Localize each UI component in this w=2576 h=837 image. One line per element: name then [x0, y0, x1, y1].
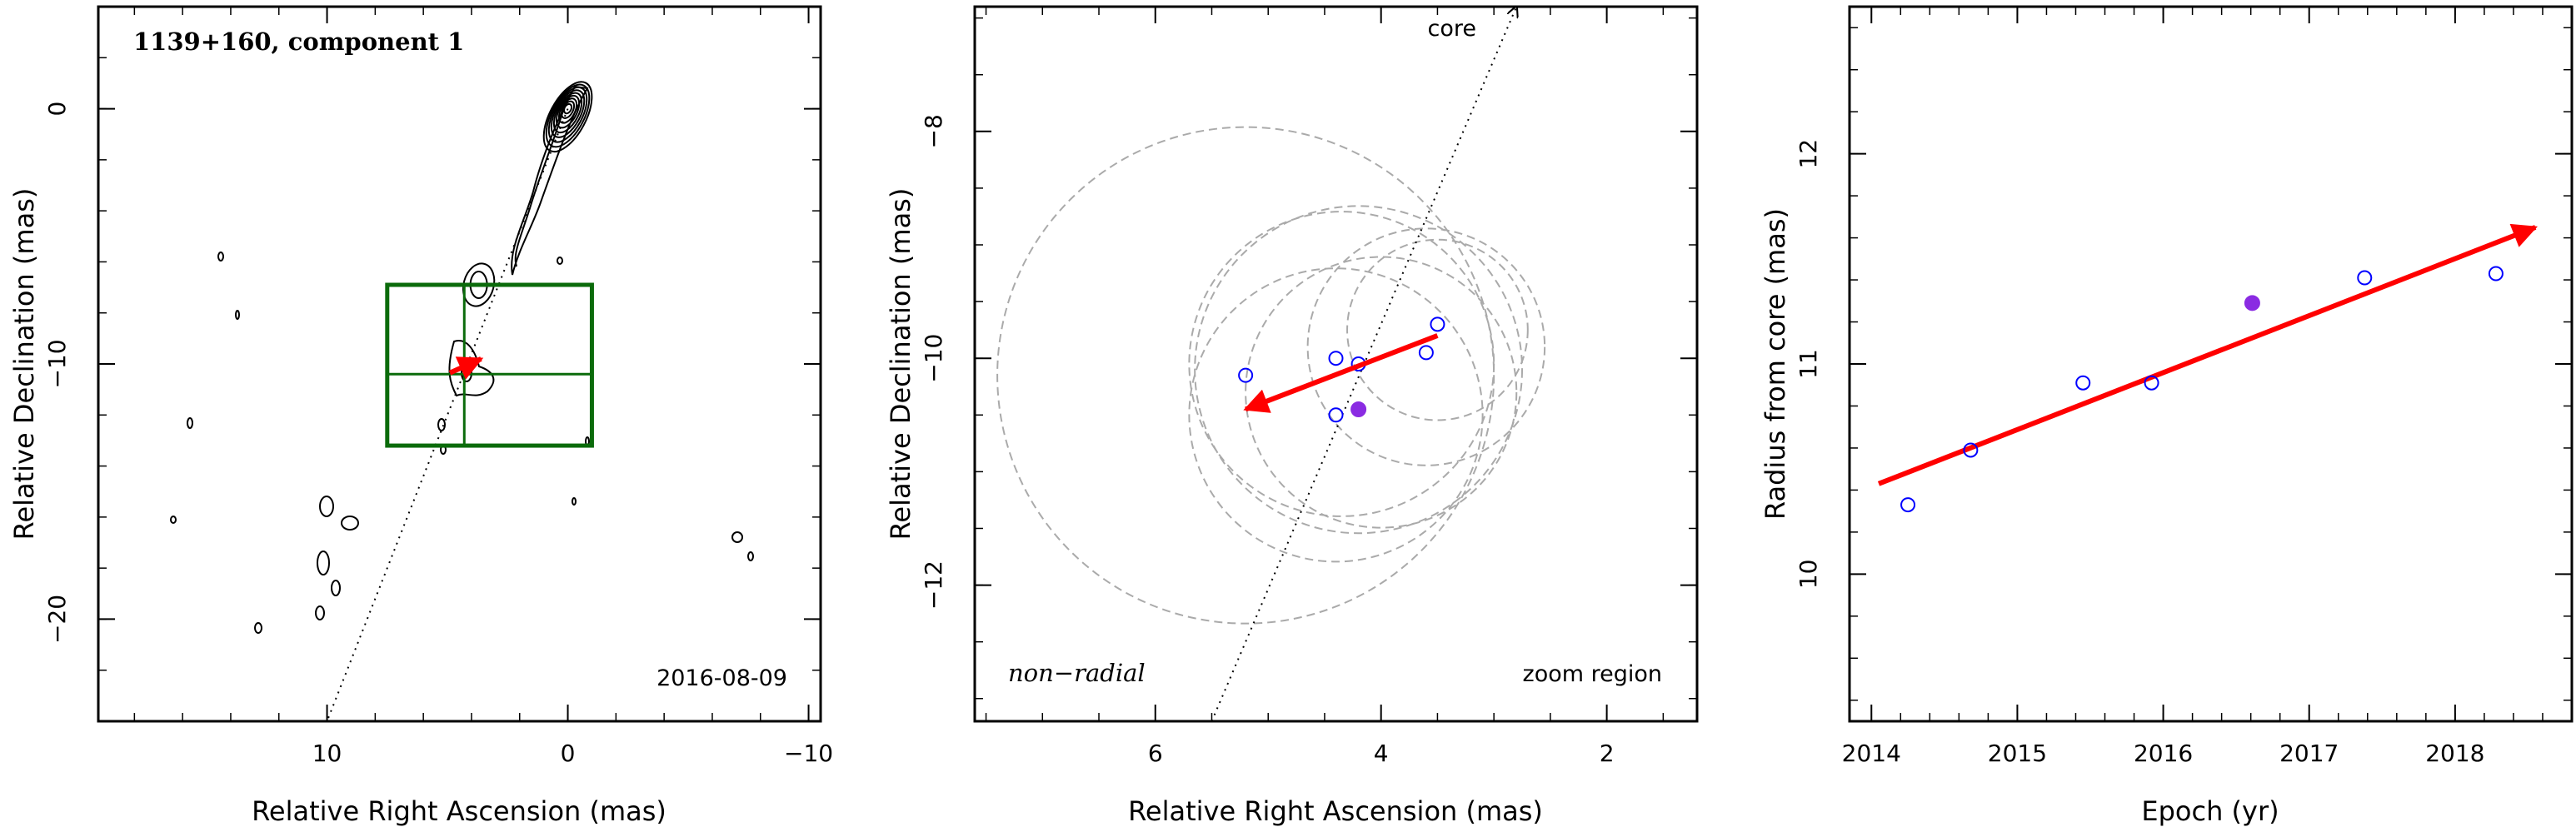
- y-tick-label: −10: [920, 334, 947, 383]
- contour-island: [572, 497, 577, 506]
- contour-island: [187, 417, 193, 429]
- panel-frame: [1848, 5, 2574, 723]
- radius-point: [2144, 375, 2159, 391]
- contour-island: [747, 551, 754, 561]
- contour-component: [448, 340, 495, 397]
- axis-ticks: 10 0 −10 0 −10 −20: [43, 6, 833, 767]
- uncertainty-circle: [996, 126, 1495, 625]
- uncertainty-circles: [996, 126, 1546, 625]
- x-tick-label: 2014: [1842, 740, 1901, 767]
- axis-ticks: 2014 2015 2016 2017 2018 10 11 12: [1795, 7, 2573, 767]
- component-positions: [1238, 316, 1445, 423]
- y-tick-label: 11: [1795, 349, 1822, 379]
- contour-island: [557, 257, 563, 265]
- radius-point: [1900, 497, 1916, 513]
- contour-island: [331, 580, 341, 596]
- contour-core: [561, 100, 576, 119]
- radius-point: [1963, 442, 1979, 458]
- x-tick-label: 2: [1600, 740, 1615, 767]
- y-tick-label: −8: [920, 114, 947, 148]
- x-tick-label: −10: [784, 740, 833, 767]
- contour-island: [731, 531, 743, 543]
- axis-ticks: 6 4 2 −8 −10 −12: [920, 7, 1697, 767]
- motion-vector-arrow: [1243, 333, 1439, 413]
- uncertainty-circle: [1194, 205, 1524, 535]
- y-axis-label: Radius from core (mas): [1760, 208, 1791, 520]
- x-axis-label: Relative Right Ascension (mas): [252, 795, 666, 827]
- contour-core: [552, 92, 583, 134]
- contour-island: [235, 310, 240, 320]
- contour-island: [317, 551, 330, 575]
- position-point: [1430, 316, 1445, 332]
- uncertainty-circle: [1346, 238, 1529, 421]
- fit-line-arrow: [1877, 223, 2539, 486]
- uncertainty-circle: [1188, 211, 1495, 517]
- contour-core: [545, 83, 591, 148]
- contour-jet: [511, 85, 589, 276]
- x-axis-label: Epoch (yr): [2141, 795, 2279, 827]
- uncertainty-circle: [1188, 267, 1484, 563]
- contour-island: [341, 516, 359, 531]
- non-radial-label: non−radial: [1008, 659, 1146, 687]
- panel-frame: [973, 5, 1699, 723]
- y-tick-label: −12: [920, 560, 947, 610]
- contour-jet: [514, 99, 567, 267]
- zoom-region-label: zoom region: [1523, 661, 1662, 687]
- x-tick-label: 10: [312, 740, 342, 767]
- x-axis-label: Relative Right Ascension (mas): [1128, 795, 1543, 827]
- core-label: core: [1428, 16, 1476, 42]
- contour-island: [319, 496, 334, 517]
- panel-frame: [97, 5, 822, 723]
- radius-point: [2075, 375, 2091, 391]
- highlight-point: [2244, 295, 2260, 311]
- x-tick-label: 4: [1374, 740, 1389, 767]
- panel-zoom-region: 6 4 2−8−10−12 core non−radial zoom region …: [885, 5, 1699, 827]
- contour-island: [437, 418, 446, 431]
- contour-island: [315, 605, 325, 620]
- radius-points: [1900, 266, 2504, 513]
- uncertainty-circle: [1306, 227, 1546, 466]
- observation-date: 2016-08-09: [656, 665, 787, 691]
- y-tick-label: 12: [1795, 139, 1822, 169]
- zoom-box-rect: [385, 282, 594, 448]
- contour-island: [254, 622, 262, 634]
- uncertainty-circle: [1245, 256, 1518, 529]
- contour-island: [217, 252, 224, 262]
- y-tick-label: 0: [43, 102, 71, 117]
- y-tick-label: −10: [43, 339, 71, 388]
- contour-core: [550, 89, 586, 138]
- contour-core: [555, 94, 581, 129]
- x-tick-label: 6: [1148, 740, 1163, 767]
- motion-vector-arrow: [448, 356, 484, 380]
- jet-axis-line: [1211, 7, 1516, 722]
- position-point: [1238, 367, 1254, 383]
- position-point: [1328, 407, 1344, 423]
- radius-point: [2488, 266, 2504, 281]
- x-tick-label: 0: [561, 740, 576, 767]
- y-axis-label: Relative Declination (mas): [885, 188, 916, 541]
- x-tick-label: 2016: [2134, 740, 2193, 767]
- contour-knot: [462, 262, 496, 307]
- panel-radius-vs-epoch: 2014 2015 2016 2017 2018 10 11 12 Epoch (yr) Ra…: [1760, 5, 2574, 827]
- position-point: [1418, 345, 1434, 361]
- zoom-region-box: [385, 282, 594, 448]
- y-axis-label: Relative Declination (mas): [8, 188, 40, 541]
- x-tick-label: 2017: [2279, 740, 2339, 767]
- y-tick-label: −20: [43, 595, 71, 644]
- panel-contour-map: 10 0 −10 0 −10 −20 1139+160, component 1 2016…: [8, 5, 833, 827]
- contour-island: [170, 516, 177, 524]
- radius-point: [2357, 270, 2373, 286]
- map-title: 1139+160, component 1: [133, 27, 464, 56]
- position-point: [1328, 351, 1344, 366]
- highlight-point: [1350, 401, 1367, 417]
- contour-map: [170, 81, 754, 634]
- x-tick-label: 2015: [1988, 740, 2047, 767]
- x-tick-label: 2018: [2425, 740, 2484, 767]
- y-tick-label: 10: [1795, 560, 1822, 590]
